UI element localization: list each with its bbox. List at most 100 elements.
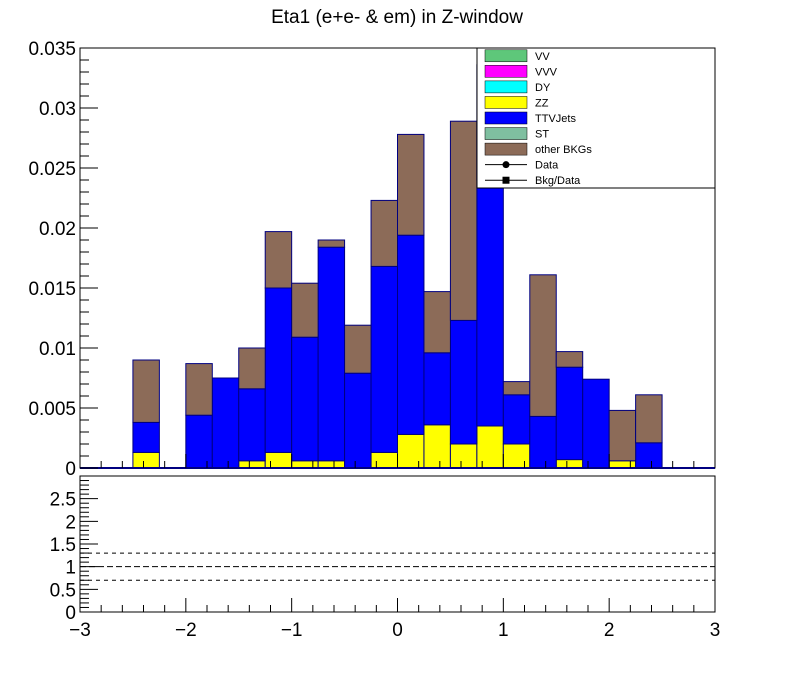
ratio-y-axis: 00.511.522.5 xyxy=(50,480,98,624)
bar-zz-bin-14 xyxy=(449,443,478,469)
stacked-histogram-bars xyxy=(80,64,715,469)
legend-label: DY xyxy=(535,82,551,94)
ratio-y-tick-label: 1.5 xyxy=(50,535,76,556)
x-tick-label: 0 xyxy=(392,620,403,641)
x-tick-label: −3 xyxy=(69,620,91,641)
bar-ttvjets-bin-14 xyxy=(449,319,478,445)
bar-other-bkgs-bin-8 xyxy=(291,282,319,338)
legend-swatch xyxy=(484,142,528,156)
ratio-y-tick-label: 0 xyxy=(65,603,76,624)
bar-other-bkgs-bin-4 xyxy=(185,363,213,416)
legend-entry: VVV xyxy=(484,65,558,78)
bar-ttvjets-bin-6 xyxy=(238,388,266,462)
legend-entry: Data xyxy=(485,160,559,172)
bar-ttvjets-bin-7 xyxy=(264,287,293,453)
bar-zz-bin-7 xyxy=(264,451,293,469)
legend-marker-square xyxy=(502,176,510,184)
ratio-y-tick-label: 2 xyxy=(65,512,76,533)
y-tick-label: 0.005 xyxy=(28,399,76,420)
ratio-reference-lines xyxy=(80,552,715,581)
bar-other-bkgs-bin-11 xyxy=(370,199,398,267)
y-tick-label: 0.015 xyxy=(28,279,76,300)
y-tick-label: 0.02 xyxy=(39,219,76,240)
bar-zz-bin-6 xyxy=(238,460,266,469)
bar-ttvjets-bin-19 xyxy=(582,378,610,469)
bar-other-bkgs-bin-12 xyxy=(397,133,425,236)
bar-zz-bin-9 xyxy=(317,460,346,469)
bar-other-bkgs-bin-6 xyxy=(238,347,266,390)
ratio-y-tick-label: 1 xyxy=(65,558,76,579)
y-tick-label: 0.01 xyxy=(39,339,76,360)
bar-ttvjets-bin-10 xyxy=(344,372,372,469)
legend-entry: DY xyxy=(484,80,551,94)
legend-swatch xyxy=(484,49,528,63)
legend-entry: ST xyxy=(484,127,549,141)
ratio-plot-panel: 00.511.522.5 −3 −2 −1 0 1 2 3 xyxy=(50,475,720,641)
legend-label: TTVJets xyxy=(535,113,576,125)
legend-label: ST xyxy=(535,129,549,141)
bar-ttvjets-bin-15 xyxy=(476,179,504,427)
legend-swatch xyxy=(484,111,528,125)
legend-swatch xyxy=(484,80,528,94)
bar-zz-bin-13 xyxy=(423,424,451,469)
x-tick-label: −1 xyxy=(281,620,303,641)
bar-ttvjets-bin-5 xyxy=(211,377,240,469)
legend-label: other BKGs xyxy=(535,144,592,156)
ratio-y-tick-label: 0.5 xyxy=(50,580,76,601)
x-tick-label: −2 xyxy=(175,620,197,641)
bar-zz-bin-15 xyxy=(476,425,504,469)
bar-zz-bin-12 xyxy=(397,433,425,469)
main-x-axis-ticks xyxy=(79,454,716,468)
legend-label: Bkg/Data xyxy=(535,175,581,187)
bar-zz-bin-2 xyxy=(132,451,160,469)
legend-label: VVV xyxy=(535,66,558,78)
x-tick-label: 1 xyxy=(498,620,509,641)
bar-other-bkgs-bin-13 xyxy=(423,291,451,354)
ratio-x-axis: −3 −2 −1 0 1 2 3 xyxy=(69,598,720,641)
bar-other-bkgs-bin-10 xyxy=(344,324,372,374)
bar-ttvjets-bin-2 xyxy=(132,421,160,453)
chart-title: Eta1 (e+e- & em) in Z-window xyxy=(271,7,523,28)
bar-ttvjets-bin-17 xyxy=(529,415,557,469)
bar-other-bkgs-bin-14 xyxy=(449,120,478,321)
legend-swatch xyxy=(484,127,528,140)
bar-ttvjets-bin-21 xyxy=(635,442,663,469)
bar-zz-bin-11 xyxy=(370,451,398,469)
y-tick-label: 0.035 xyxy=(28,39,76,60)
legend-swatch xyxy=(484,65,528,78)
x-tick-label: 2 xyxy=(604,620,615,641)
x-tick-label: 3 xyxy=(710,620,721,641)
bar-ttvjets-bin-4 xyxy=(185,414,213,469)
bar-zz-bin-8 xyxy=(291,460,319,469)
bar-ttvjets-bin-18 xyxy=(555,366,584,461)
bar-zz-bin-20 xyxy=(608,460,637,469)
bar-other-bkgs-bin-18 xyxy=(555,351,584,368)
bar-ttvjets-bin-12 xyxy=(397,234,425,435)
y-tick-label: 0 xyxy=(65,459,76,480)
legend-entry: ZZ xyxy=(484,96,549,109)
bar-other-bkgs-bin-2 xyxy=(132,359,160,423)
bar-ttvjets-bin-9 xyxy=(317,246,346,462)
ratio-plot-frame xyxy=(79,475,716,613)
legend-swatch xyxy=(484,96,528,109)
bar-other-bkgs-bin-20 xyxy=(608,409,637,462)
bar-ttvjets-bin-13 xyxy=(423,352,451,426)
legend-label: Data xyxy=(535,160,559,172)
y-tick-label: 0.03 xyxy=(39,99,76,120)
legend-entry: other BKGs xyxy=(484,142,592,156)
bar-zz-bin-16 xyxy=(502,443,531,469)
bar-ttvjets-bin-16 xyxy=(502,394,531,445)
bar-other-bkgs-bin-16 xyxy=(502,381,531,396)
legend-entry: TTVJets xyxy=(484,111,576,125)
ratio-y-tick-label: 2.5 xyxy=(50,490,76,511)
bar-ttvjets-bin-11 xyxy=(370,265,398,453)
y-tick-label: 0.025 xyxy=(28,159,76,180)
bar-zz-bin-18 xyxy=(555,459,584,469)
legend-label: VV xyxy=(535,51,550,63)
bar-other-bkgs-bin-21 xyxy=(635,394,663,444)
legend-label: ZZ xyxy=(535,97,549,109)
bar-other-bkgs-bin-7 xyxy=(264,231,293,289)
